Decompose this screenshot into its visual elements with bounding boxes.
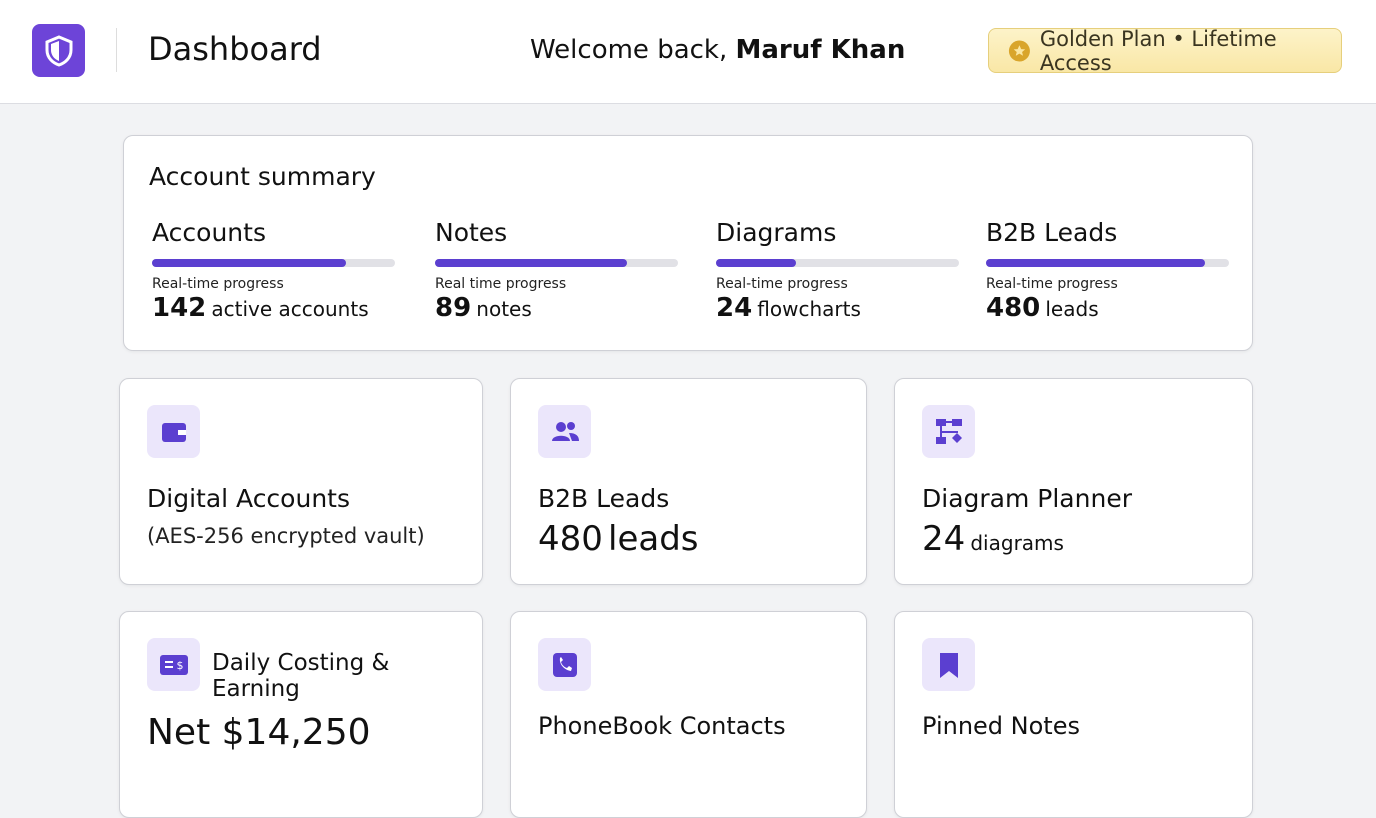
card-count: 24: [922, 519, 966, 559]
item-caption: Real time progress: [435, 276, 567, 292]
icon: [551, 421, 579, 441]
progress-fill: [986, 259, 1205, 267]
feature-card[interactable]: Pinned Notes: [894, 611, 1253, 818]
card-icon: [922, 638, 975, 691]
divider: [116, 28, 117, 72]
item-unit: active accounts: [211, 297, 369, 321]
feature-card[interactable]: B2B Leads 480 leads: [510, 378, 867, 585]
icon: [935, 418, 962, 444]
feature-card[interactable]: $ Daily Costing & Earning Net $14,250: [119, 611, 483, 818]
item-count: 142: [152, 293, 207, 323]
item-unit: flowcharts: [757, 297, 861, 321]
item-unit: notes: [476, 297, 532, 321]
progress-fill: [716, 259, 797, 267]
progress-track: [986, 259, 1229, 267]
plan-text: Golden Plan • Lifetime Access: [1039, 26, 1277, 75]
progress-fill: [435, 259, 627, 267]
card-icon: [538, 405, 591, 458]
welcome: Welcome back, Maruf Khan: [530, 35, 905, 65]
card-unit: diagrams: [970, 531, 1064, 555]
item-stat: 142 active accounts: [152, 293, 369, 323]
item-stat: 24 flowcharts: [716, 293, 861, 323]
logo[interactable]: [32, 24, 85, 77]
progress-track: [435, 259, 678, 267]
item-unit: leads: [1045, 297, 1099, 321]
feature-card[interactable]: PhoneBook Contacts: [510, 611, 867, 818]
item-label: Diagrams: [716, 218, 837, 247]
progress-track: [152, 259, 395, 267]
plan-badge[interactable]: Golden Plan • Lifetime Access: [988, 26, 1342, 75]
item-count: 89: [435, 293, 472, 323]
card-subtitle: (AES-256 encrypted vault): [147, 524, 425, 548]
card-icon: $: [147, 638, 200, 691]
card-icon: [922, 405, 975, 458]
progress-fill: [152, 259, 347, 267]
item-count: 480: [986, 293, 1041, 323]
card-title: B2B Leads: [538, 484, 670, 513]
icon: $: [159, 654, 188, 675]
card-value: Net $14,250: [147, 712, 371, 753]
svg-text:$: $: [176, 659, 183, 672]
item-caption: Real-time progress: [986, 276, 1118, 292]
card-title: Pinned Notes: [922, 712, 1080, 740]
item-stat: 89 notes: [435, 293, 532, 323]
item-label: Accounts: [152, 218, 266, 247]
card-icon: [147, 405, 200, 458]
icon: [552, 652, 577, 677]
card-title: PhoneBook Contacts: [538, 712, 786, 740]
card-unit: leads: [608, 519, 699, 559]
shield-icon: [45, 34, 72, 67]
summary-card: Account summary Accounts Real-time progre…: [123, 135, 1253, 351]
user-name: Maruf Khan: [735, 35, 906, 65]
feature-card[interactable]: Digital Accounts (AES-256 encrypted vault…: [119, 378, 483, 585]
item-count: 24: [716, 293, 753, 323]
item-label: Notes: [435, 218, 508, 247]
card-stat: 24 diagrams: [922, 519, 1064, 559]
summary-title: Account summary: [149, 162, 376, 191]
card-title: Daily Costing & Earning: [212, 650, 390, 702]
icon: [161, 422, 186, 442]
medal-icon: [1008, 39, 1030, 62]
icon: [939, 652, 958, 678]
feature-card[interactable]: Diagram Planner 24 diagrams: [894, 378, 1253, 585]
item-caption: Real-time progress: [152, 276, 284, 292]
page-title: Dashboard: [148, 30, 322, 68]
item-stat: 480 leads: [986, 293, 1099, 323]
card-title: Digital Accounts: [147, 484, 350, 513]
card-stat: 480 leads: [538, 519, 699, 559]
card-count: 480: [538, 519, 603, 559]
header: Dashboard Welcome back, Maruf Khan Golde…: [0, 0, 1376, 104]
item-label: B2B Leads: [986, 218, 1118, 247]
card-icon: [538, 638, 591, 691]
welcome-text: Welcome back,: [530, 35, 728, 65]
item-caption: Real-time progress: [716, 276, 848, 292]
progress-track: [716, 259, 959, 267]
card-title: Diagram Planner: [922, 484, 1132, 513]
